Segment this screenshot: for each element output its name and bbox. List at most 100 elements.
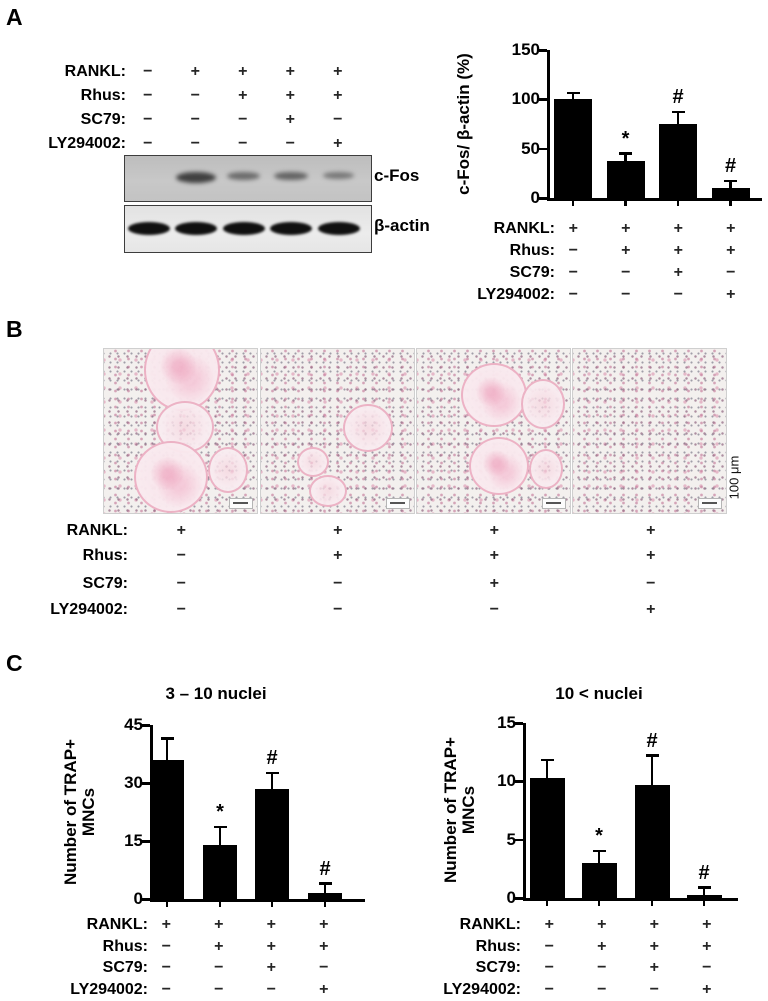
osteoclast-cell — [469, 437, 529, 495]
error-bar — [650, 755, 654, 785]
condition-value: − — [646, 575, 656, 592]
y-tick-mark — [515, 838, 523, 842]
y-tick-label: 0 — [133, 889, 143, 908]
blot-band — [317, 221, 360, 235]
x-tick-stub — [545, 901, 549, 906]
y-axis-label: Number of TRAP+ MNCs — [61, 739, 98, 885]
condition-value: − — [702, 959, 712, 976]
condition-value: − — [161, 981, 171, 998]
condition-value: − — [214, 959, 224, 976]
condition-value: + — [646, 601, 656, 618]
bar — [634, 784, 670, 898]
condition-row-label: Rhus: — [80, 87, 126, 104]
western-blot-cfos — [124, 155, 372, 202]
condition-value: + — [333, 522, 343, 539]
error-bar — [165, 738, 169, 760]
condition-row-label: RANKL: — [493, 220, 555, 237]
condition-value: + — [161, 916, 171, 933]
bar — [255, 788, 289, 899]
condition-value: + — [176, 522, 186, 539]
condition-value: + — [190, 63, 200, 80]
condition-row-label: Rhus: — [102, 938, 148, 955]
condition-value: + — [285, 63, 295, 80]
y-tick-mark — [142, 840, 150, 843]
osteoclast-cell — [297, 447, 329, 477]
condition-value: + — [489, 547, 499, 564]
condition-value: − — [285, 135, 295, 152]
osteoclast-cell — [521, 379, 565, 429]
y-tick-label: 15 — [497, 713, 516, 732]
y-tick-mark — [539, 197, 547, 200]
condition-row-label: SC79: — [509, 264, 555, 281]
condition-row-label: LY294002: — [70, 981, 148, 998]
condition-value: + — [726, 242, 736, 259]
condition-value: + — [333, 87, 343, 104]
scale-bar-label: 100 μm — [726, 455, 742, 500]
y-tick-mark — [142, 724, 150, 727]
condition-value: − — [176, 547, 186, 564]
blot-band — [273, 171, 309, 181]
condition-value: + — [673, 220, 683, 237]
bar — [529, 777, 565, 898]
y-axis-label: c-Fos/ β-actin (%) — [454, 53, 473, 195]
condition-row-label: LY294002: — [48, 135, 126, 152]
blot-band — [175, 221, 218, 235]
condition-value: − — [544, 981, 554, 998]
y-tick-label: 100 — [511, 89, 540, 109]
condition-value: + — [333, 547, 343, 564]
x-tick-stub — [650, 901, 654, 906]
condition-value: + — [646, 547, 656, 564]
condition-value: − — [238, 111, 248, 128]
error-bar-cap — [671, 110, 685, 114]
osteoclast-cell — [529, 449, 563, 489]
condition-value: + — [673, 264, 683, 281]
condition-value: + — [702, 916, 712, 933]
condition-value: − — [161, 959, 171, 976]
blot-target-label-cfos: c-Fos — [374, 166, 420, 185]
osteoclast-cell — [208, 447, 248, 493]
condition-value: + — [649, 916, 659, 933]
error-bar-cap — [697, 886, 711, 889]
x-tick-stub — [165, 902, 169, 907]
condition-value: + — [266, 916, 276, 933]
plot-area — [547, 50, 762, 201]
condition-value: + — [238, 87, 248, 104]
y-tick-label: 45 — [124, 715, 143, 734]
error-bar — [270, 773, 274, 789]
y-tick-label: 30 — [124, 773, 143, 792]
error-bar — [597, 851, 601, 863]
condition-value: − — [333, 575, 343, 592]
condition-value: + — [597, 938, 607, 955]
condition-value: + — [266, 938, 276, 955]
sig-label: # — [319, 857, 331, 880]
condition-row-label: LY294002: — [50, 601, 128, 618]
scale-bar — [386, 498, 410, 509]
trap-stain-image-3 — [416, 348, 571, 514]
bar — [554, 99, 592, 198]
condition-value: + — [319, 981, 329, 998]
condition-value: − — [266, 981, 276, 998]
bar-chart-cfos-quantification: c-Fos/ β-actin (%) 0 50 100 150 * # # RANKL: + + + +… — [440, 35, 768, 315]
condition-value: − — [190, 87, 200, 104]
y-tick-label: 10 — [497, 771, 516, 791]
x-tick-stub — [597, 901, 601, 906]
condition-value: + — [489, 575, 499, 592]
y-tick-mark — [515, 722, 523, 725]
chart-title: 10 < nuclei — [555, 684, 643, 703]
y-axis-label: Number of TRAP+ MNCs — [441, 737, 478, 883]
trap-stain-image-4 — [572, 348, 727, 514]
condition-value: − — [176, 601, 186, 618]
condition-row-label: Rhus: — [509, 242, 555, 259]
condition-value: − — [621, 264, 631, 281]
trap-stain-image-1 — [103, 348, 258, 514]
bar-chart-3-10-nuclei: 3 – 10 nuclei Number of TRAP+ MNCs 0 15 30 45 *… — [40, 680, 385, 1001]
y-tick-label: 5 — [506, 829, 516, 849]
error-bar-cap — [318, 882, 332, 885]
blot-band — [127, 221, 170, 235]
condition-row-label: RANKL: — [66, 522, 128, 539]
scale-bar — [698, 498, 722, 509]
sig-label: # — [266, 747, 278, 770]
condition-value: + — [319, 916, 329, 933]
condition-value: + — [544, 916, 554, 933]
condition-value: + — [673, 242, 683, 259]
